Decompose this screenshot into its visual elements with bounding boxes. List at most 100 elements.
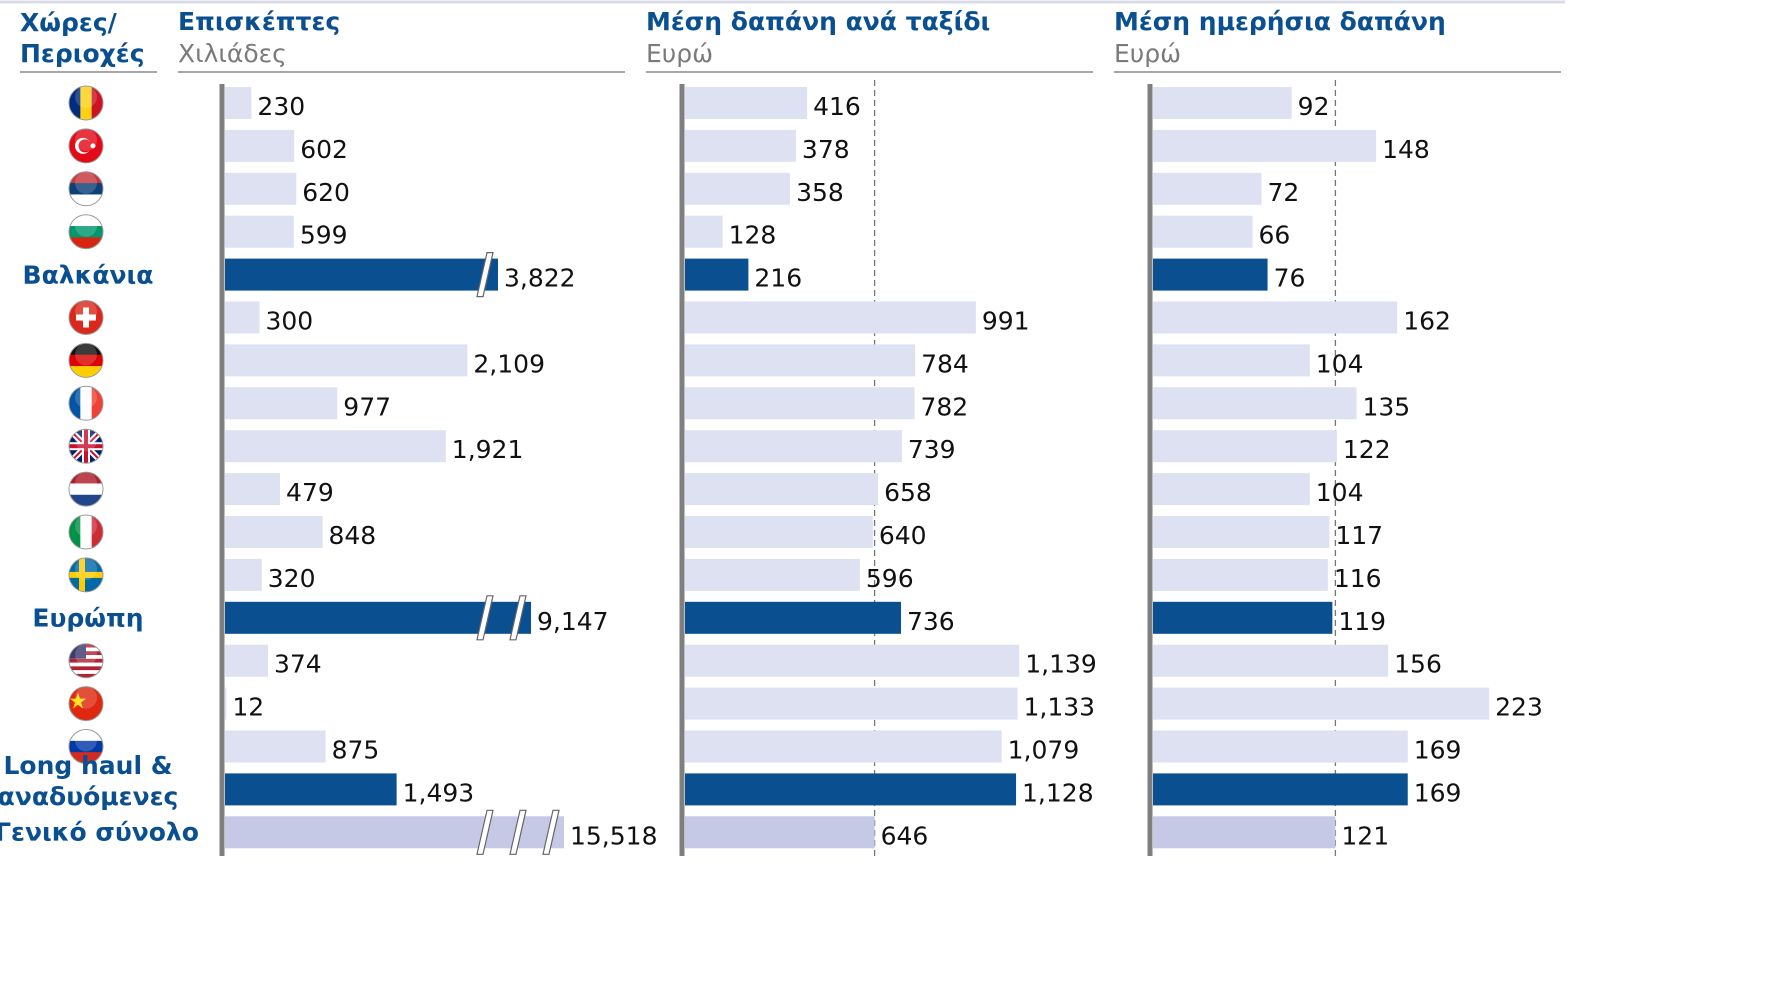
value-label: 1,139 [1025, 650, 1097, 679]
value-label: 1,133 [1024, 693, 1096, 722]
value-label: 320 [268, 564, 316, 593]
value-label: 3,822 [504, 264, 576, 293]
flag-rim [68, 729, 104, 764]
panel-subtitle: Ευρώ [1114, 39, 1181, 68]
flag-icon [68, 385, 104, 421]
bar [225, 430, 446, 463]
axis-break [476, 252, 494, 298]
flag-gloss [75, 557, 97, 580]
bar [225, 558, 262, 591]
value-label: 9,147 [537, 607, 609, 636]
flag-rim [68, 643, 104, 679]
flag-rim [68, 471, 104, 507]
bar [685, 344, 916, 377]
value-label: 1,921 [452, 435, 524, 464]
value-label: 66 [1258, 221, 1290, 250]
flag-icon [68, 514, 104, 550]
bar [685, 430, 902, 463]
flag-rim [68, 428, 104, 464]
flag-body [69, 300, 103, 335]
flag-gloss [75, 515, 97, 537]
bar [225, 258, 498, 291]
flag-part [91, 86, 103, 120]
value-label: 121 [1341, 821, 1389, 850]
value-label: 15,518 [570, 821, 657, 850]
bar [685, 730, 1002, 763]
bar [1153, 87, 1292, 119]
flag-part [69, 571, 103, 578]
panel-title: Μέση ημερήσια δαπάνη [1114, 7, 1446, 36]
value-label: 104 [1316, 478, 1364, 507]
flag-part [76, 314, 96, 321]
value-label: 479 [286, 478, 334, 507]
value-label: 736 [907, 607, 955, 636]
flag-icon [68, 214, 104, 250]
flag-part [69, 515, 81, 549]
flag-part [91, 386, 103, 421]
value-label: 1,493 [403, 778, 475, 807]
value-label: 162 [1403, 307, 1451, 336]
value-label: 119 [1338, 607, 1386, 636]
bar [1153, 172, 1262, 205]
bar [685, 644, 1020, 677]
flag-rim [68, 342, 104, 378]
flag-part [69, 740, 103, 753]
panel-title: Επισκέπτες [178, 7, 340, 36]
bar [225, 344, 468, 377]
value-label: 646 [881, 821, 929, 850]
flag-gloss [75, 343, 97, 366]
flag-rim [68, 514, 104, 550]
flag-part [69, 226, 103, 238]
bar [1153, 558, 1328, 591]
bar [685, 687, 1018, 720]
flag-gloss [75, 686, 97, 709]
flag-part [69, 354, 103, 367]
flag-icon [68, 428, 104, 464]
bar [685, 558, 860, 591]
value-label: 599 [300, 221, 348, 250]
value-label: 72 [1268, 178, 1300, 207]
axis-break [542, 809, 560, 855]
flag-body [69, 214, 103, 249]
bar [225, 816, 564, 849]
flag-part [70, 692, 86, 709]
bar [685, 301, 976, 334]
bar [685, 258, 749, 291]
value-label: 104 [1316, 349, 1364, 378]
bar [225, 87, 252, 119]
flag-part [69, 171, 103, 184]
bar [1153, 129, 1377, 162]
flag-body [69, 86, 103, 120]
flag-part [69, 752, 103, 764]
flag-icon [68, 342, 104, 378]
bar [1153, 387, 1357, 420]
panel-subtitle: Χιλιάδες [178, 39, 287, 68]
value-label: 117 [1335, 521, 1383, 550]
flag-body [69, 128, 103, 163]
flag-icon [68, 643, 104, 679]
bar [1153, 687, 1490, 720]
panel-subtitle: Ευρώ [646, 39, 713, 68]
flag-gloss [75, 300, 97, 323]
flag-part [69, 729, 103, 742]
bar [1153, 644, 1389, 677]
value-label: 991 [982, 307, 1030, 336]
flag-part [69, 666, 103, 671]
bar [1153, 601, 1333, 634]
bar [685, 516, 873, 548]
bar [685, 773, 1017, 806]
panel-title: Μέση δαπάνη ανά ταξίδι [646, 7, 990, 36]
value-label: 300 [265, 307, 313, 336]
axis-break [476, 595, 494, 641]
flag-part [69, 214, 103, 227]
value-label: 848 [328, 521, 376, 550]
bar [685, 816, 875, 849]
flag-gloss [75, 214, 97, 237]
flag-rim [68, 128, 104, 164]
value-label: 640 [879, 521, 927, 550]
flag-part [69, 386, 81, 421]
category-label: Ευρώπη [32, 603, 144, 633]
value-label: 875 [332, 736, 380, 765]
bar [225, 215, 294, 248]
